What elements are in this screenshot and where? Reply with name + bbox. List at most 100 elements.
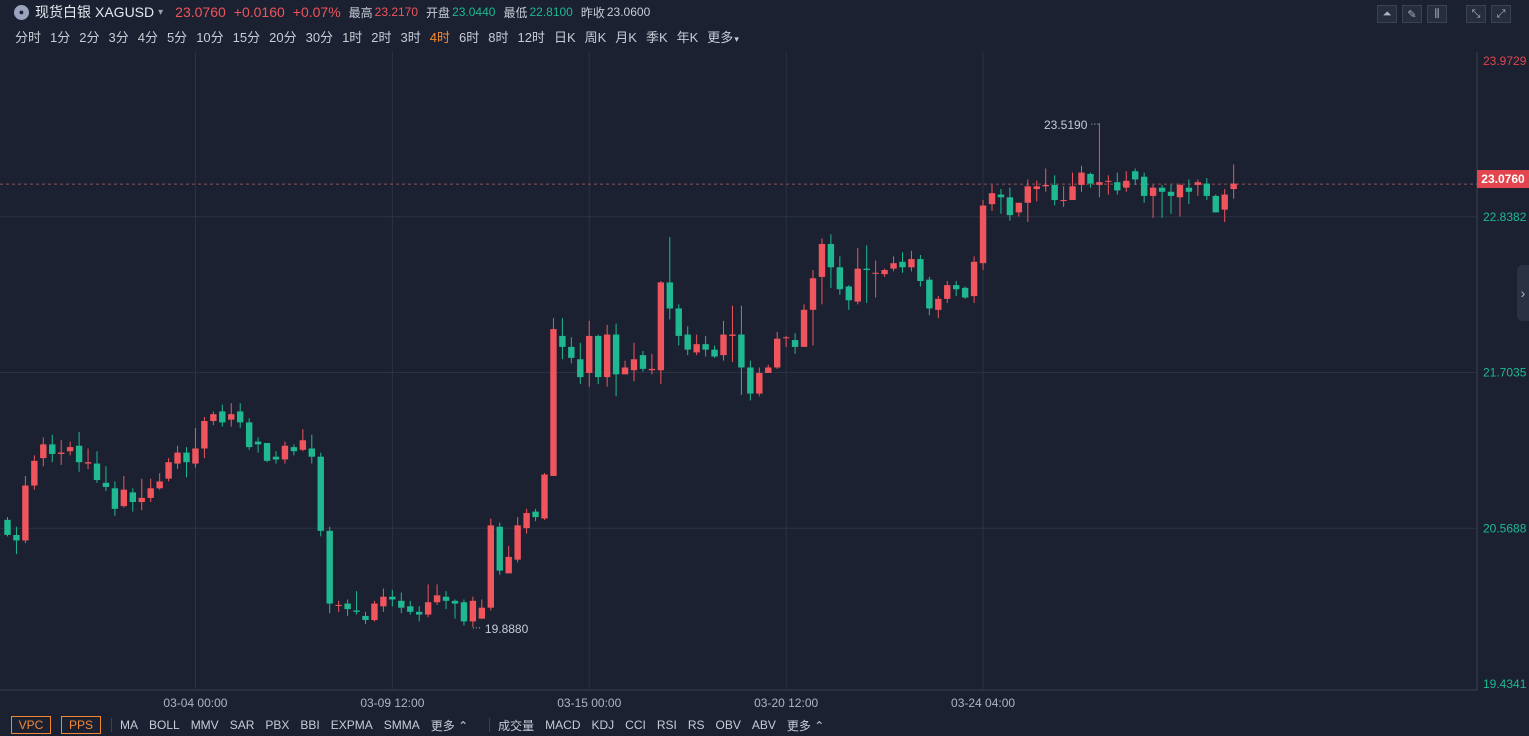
- indicator-sub-6[interactable]: OBV: [715, 718, 741, 732]
- period-5[interactable]: 5分: [166, 30, 188, 45]
- price-change: +0.0160: [233, 4, 285, 20]
- candle-body: [926, 279, 933, 309]
- symbol-dropdown-icon[interactable]: ▾: [158, 6, 164, 18]
- y-tick-label: 20.5688: [1483, 521, 1527, 535]
- indicator-main-6[interactable]: EXPMA: [330, 718, 373, 732]
- max-annotation-label: 23.5190: [1044, 118, 1088, 132]
- candle-body: [254, 441, 262, 445]
- candle-body: [1176, 184, 1184, 198]
- candle-body: [424, 602, 432, 615]
- period-9[interactable]: 30分: [305, 30, 334, 45]
- indicator-box-pps[interactable]: PPS: [61, 716, 101, 734]
- candle-body: [165, 462, 172, 479]
- period-8[interactable]: 20分: [269, 30, 297, 45]
- line-chart-icon[interactable]: ⏶: [1377, 5, 1397, 23]
- candle-body: [299, 440, 307, 450]
- last-price-tag: 23.0760: [1477, 170, 1529, 188]
- y-tick-label: 23.9729: [1483, 54, 1527, 68]
- collapse-icon[interactable]: ⤡: [1466, 5, 1486, 23]
- candle-body: [317, 456, 324, 531]
- symbol-code[interactable]: XAGUSD: [95, 4, 155, 20]
- indicator-main-3[interactable]: SAR: [229, 718, 255, 732]
- fullscreen-icon[interactable]: ⤢: [1491, 5, 1511, 23]
- indicator-sub-4[interactable]: RSI: [656, 718, 677, 732]
- candle-body: [1203, 183, 1210, 196]
- candle-body: [738, 334, 745, 368]
- pencil-icon[interactable]: ✎: [1402, 5, 1422, 23]
- candle-body: [532, 511, 539, 518]
- period-17[interactable]: 日K: [553, 30, 576, 45]
- period-6[interactable]: 10分: [196, 30, 224, 45]
- period-2[interactable]: 2分: [79, 30, 100, 45]
- candle-body: [523, 512, 530, 529]
- period-7[interactable]: 15分: [232, 30, 261, 45]
- period-more-button[interactable]: 更多▾: [707, 30, 739, 45]
- candle-body: [1024, 186, 1031, 203]
- period-10[interactable]: 1时: [342, 30, 363, 45]
- candle-body: [344, 603, 351, 610]
- period-20[interactable]: 季K: [645, 30, 668, 45]
- period-13[interactable]: 4时: [429, 30, 450, 45]
- price-change-pct: +0.07%: [292, 4, 341, 20]
- candle-body: [433, 595, 441, 603]
- candle-body: [1221, 194, 1228, 210]
- candle-body: [505, 556, 512, 574]
- candle-body: [935, 298, 942, 310]
- indicator-sub-1[interactable]: MACD: [545, 718, 581, 732]
- candle-body: [147, 488, 154, 498]
- indicator-main-4[interactable]: PBX: [265, 718, 290, 732]
- candle-body: [881, 270, 888, 275]
- indicator-main-0[interactable]: MA: [120, 718, 138, 732]
- candle-body: [102, 482, 110, 487]
- y-tick-label: 19.4341: [1483, 677, 1527, 691]
- candle-body: [210, 414, 217, 422]
- candle-body: [818, 243, 826, 277]
- candle-body: [845, 286, 852, 301]
- symbol-name[interactable]: 现货白银: [35, 4, 91, 20]
- indicator-sub-5[interactable]: RS: [687, 718, 705, 732]
- indicator-sub-more-button[interactable]: 更多 ⌃: [786, 718, 825, 733]
- indicator-main-7[interactable]: SMMA: [383, 718, 420, 732]
- indicator-main-more-button[interactable]: 更多 ⌃: [430, 718, 469, 733]
- period-16[interactable]: 12时: [517, 30, 545, 45]
- open-value: 23.0440: [452, 5, 496, 19]
- candle-body: [66, 447, 74, 452]
- candle-body: [290, 447, 298, 452]
- period-15[interactable]: 8时: [488, 30, 509, 45]
- candle-body: [953, 285, 960, 290]
- period-14[interactable]: 6时: [459, 30, 480, 45]
- chevron-right-icon[interactable]: ›: [1517, 265, 1529, 321]
- indicator-main-2[interactable]: MMV: [190, 718, 219, 732]
- indicator-sub-7[interactable]: ABV: [751, 718, 776, 732]
- candle-body: [442, 596, 450, 601]
- indicator-box-vpc[interactable]: VPC: [11, 716, 51, 734]
- candle-body: [514, 525, 521, 560]
- candle-body: [1114, 182, 1121, 191]
- period-12[interactable]: 3时: [400, 30, 421, 45]
- min-annotation-label: 19.8880: [485, 622, 529, 636]
- indicator-sub-3[interactable]: CCI: [625, 718, 646, 732]
- period-21[interactable]: 年K: [676, 30, 699, 45]
- candle-body: [1060, 200, 1067, 202]
- candle-body: [371, 603, 378, 621]
- indicator-main-1[interactable]: BOLL: [149, 718, 180, 732]
- period-3[interactable]: 3分: [108, 30, 129, 45]
- candle-body: [460, 602, 468, 622]
- candle-body: [765, 367, 772, 373]
- candle-body: [1087, 173, 1094, 184]
- period-19[interactable]: 月K: [615, 30, 637, 45]
- candle-body: [756, 372, 763, 394]
- candle-body: [630, 359, 638, 371]
- candle-body: [1015, 202, 1023, 213]
- candle-body: [326, 530, 333, 604]
- candles-icon[interactable]: ⫼: [1427, 5, 1447, 23]
- period-0[interactable]: 分时: [15, 30, 42, 45]
- period-4[interactable]: 4分: [137, 30, 158, 45]
- indicator-sub-2[interactable]: KDJ: [591, 718, 615, 732]
- period-18[interactable]: 周K: [584, 30, 607, 45]
- period-1[interactable]: 1分: [50, 30, 71, 45]
- indicator-sub-0[interactable]: 成交量: [498, 718, 535, 733]
- period-11[interactable]: 2时: [371, 30, 392, 45]
- indicator-main-5[interactable]: BBI: [300, 718, 320, 732]
